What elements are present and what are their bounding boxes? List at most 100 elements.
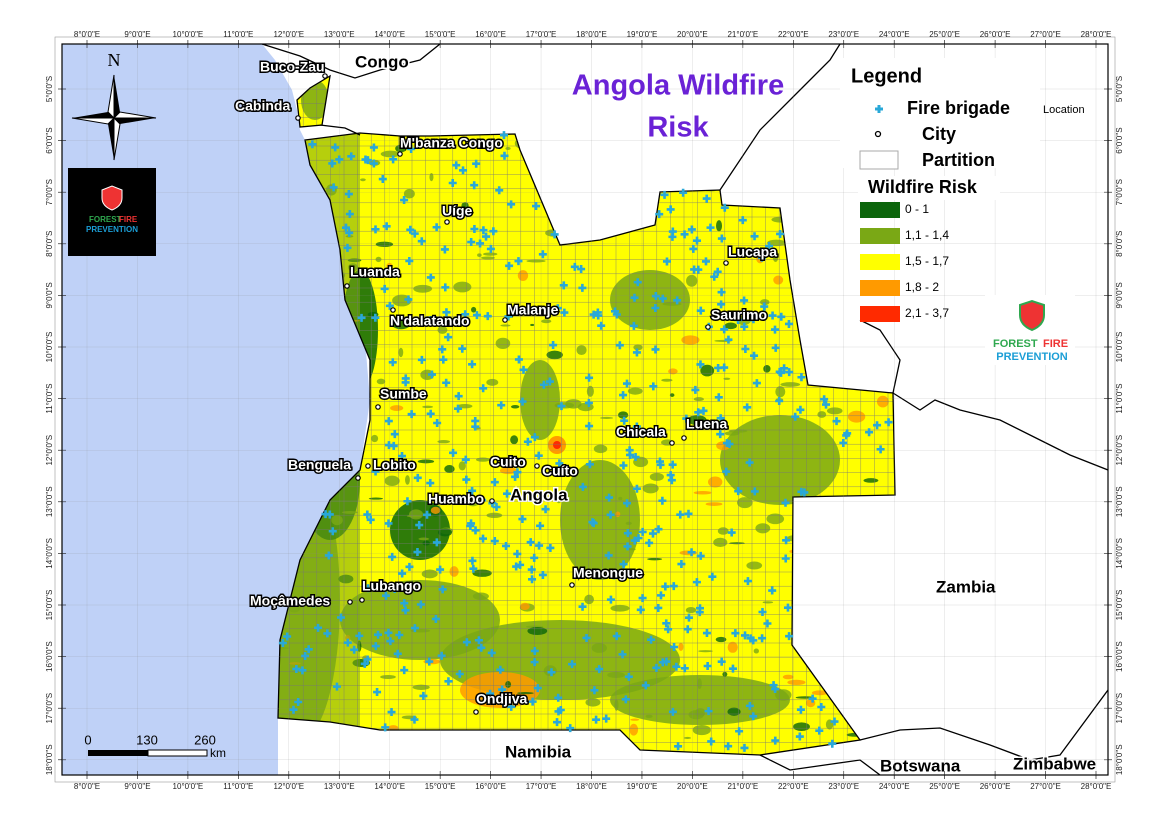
risk-patch [782,674,794,680]
lat-label: 14°0'0"S [45,538,54,569]
fire-brigade [668,460,677,469]
lat-label: 18°0'0"S [45,744,54,775]
fire-brigade [423,510,432,519]
risk-patch [527,626,548,636]
fire-brigade [656,460,665,469]
fire-brigade [588,518,597,527]
fire-brigade [292,664,301,673]
risk-patch [390,405,404,412]
fire-brigade [687,225,696,234]
fire-brigade [426,479,435,488]
fire-brigade [604,551,613,560]
fire-brigade [454,392,463,401]
risk-patch [517,692,534,695]
fire-brigade [437,651,446,660]
fire-brigade [384,628,393,637]
risk-patch [449,566,459,577]
fire-brigade [404,295,413,304]
scale-label: 260 [194,732,216,747]
lon-label: 13°0'0"E [324,30,355,39]
risk-patch [453,281,472,293]
fire-brigade [444,677,453,686]
fire-brigade [519,365,528,374]
fire-brigade [618,650,627,659]
fire-brigade [662,619,671,628]
fire-brigade [632,422,641,431]
fire-brigade [468,556,477,565]
risk-patch [593,444,608,454]
fire-brigade [691,385,700,394]
logo-text: FIRE [119,215,138,224]
lat-label: 6°0'0"S [45,127,54,153]
lon-label: 23°0'0"E [828,782,859,791]
fire-brigade [785,632,794,641]
fire-brigade [444,333,453,342]
fire-brigade [526,538,535,547]
fire-brigade [595,665,604,674]
fire-brigade [725,440,734,449]
fire-brigade [441,283,450,292]
fire-brigade [458,344,467,353]
risk-patch [475,457,490,462]
fire-brigade [585,373,594,382]
fire-brigade [714,393,723,402]
lon-label: 18°0'0"E [576,782,607,791]
fire-brigade [374,630,383,639]
city-dot [444,219,450,225]
city-label: Buco-Zau [260,59,325,75]
fire-brigade [347,152,356,161]
risk-patch [685,607,697,614]
fire-brigade [547,668,556,677]
fire-brigade [696,306,705,315]
risk-patch [555,491,562,504]
fire-brigade [795,732,804,741]
risk-patch [520,360,560,440]
city-label: Chicala [616,424,666,440]
city-label: M'banza Congo [400,135,503,151]
risk-patch [380,674,396,680]
fire-brigade [492,502,501,511]
fire-brigade [570,262,579,271]
risk-patch [368,497,383,500]
risk-patch [402,587,417,594]
fire-brigade [785,368,794,377]
fire-brigade [332,682,341,691]
lon-label: 17°0'0"E [526,30,557,39]
fire-brigade [328,527,337,536]
fire-brigade [513,468,522,477]
fire-brigade [455,670,464,679]
fire-brigade [749,712,758,721]
city-dot [397,151,403,157]
fire-brigade [500,151,509,160]
fire-brigade [304,645,313,654]
fire-brigade [554,693,563,702]
risk-patch [746,561,763,570]
city-dot [569,582,575,588]
fire-brigade [746,634,755,643]
fire-brigade [585,460,594,469]
lon-label: 28°0'0"E [1081,30,1112,39]
risk-patch [505,681,512,688]
fire-brigade [771,736,780,745]
lat-label: 13°0'0"S [45,486,54,517]
risk-patch [614,699,619,711]
lat-label: 17°0'0"S [1115,693,1124,724]
fire-brigade [490,537,499,546]
city-dot [534,463,540,469]
fire-brigade [741,631,750,640]
risk-patch [681,335,700,345]
lat-label: 12°0'0"S [45,435,54,466]
lon-label: 18°0'0"E [576,30,607,39]
fire-brigade [645,538,654,547]
fire-brigade [389,155,398,164]
city-dot [347,599,353,605]
fire-brigade [528,575,537,584]
risk-patch [723,377,731,380]
country-label: Zambia [936,577,996,596]
fire-brigade [539,380,548,389]
city-dot [489,498,495,504]
fire-brigade [381,591,390,600]
fire-brigade [633,278,642,287]
logo-text: FOREST [993,338,1038,350]
fire-brigade [471,526,480,535]
